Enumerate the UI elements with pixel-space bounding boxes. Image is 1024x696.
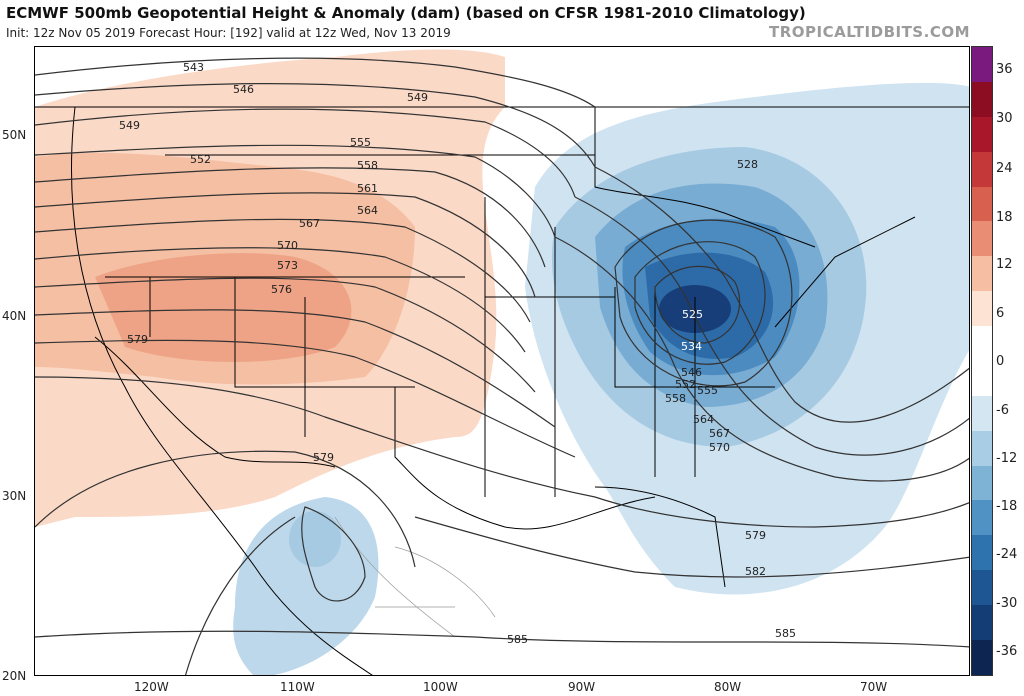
colorbar-label: -36 bbox=[996, 644, 1018, 659]
contour-label: 558 bbox=[357, 159, 378, 172]
contour-label: 552 bbox=[190, 153, 211, 166]
map-title: ECMWF 500mb Geopotential Height & Anomal… bbox=[6, 4, 806, 22]
contour-label: 558 bbox=[665, 392, 686, 405]
contour-label: 564 bbox=[693, 413, 714, 426]
map-canvas: 543 546 549 549 552 555 558 561 564 567 … bbox=[35, 49, 969, 675]
colorbar-label: 24 bbox=[996, 161, 1013, 176]
lat-label-50n: 50N bbox=[2, 128, 27, 142]
colorbar-segment bbox=[972, 465, 992, 501]
lat-label-40n: 40N bbox=[2, 309, 27, 323]
colorbar-label: 6 bbox=[996, 306, 1005, 321]
contour-label: 555 bbox=[350, 136, 371, 149]
lon-label-110w: 110W bbox=[280, 680, 315, 694]
colorbar-label: 30 bbox=[996, 111, 1013, 126]
lat-label-30n: 30N bbox=[2, 489, 27, 503]
colorbar-label: -18 bbox=[996, 499, 1018, 514]
colorbar-label: 18 bbox=[996, 210, 1013, 225]
colorbar-label: -24 bbox=[996, 547, 1018, 562]
contour-label: 567 bbox=[299, 217, 320, 230]
contour-label: 579 bbox=[745, 529, 766, 542]
contour-label: 555 bbox=[697, 384, 718, 397]
colorbar-segment bbox=[972, 221, 992, 257]
colorbar-label: -12 bbox=[996, 451, 1018, 466]
colorbar-segment bbox=[972, 360, 992, 396]
colorbar-label: 0 bbox=[996, 354, 1005, 369]
colorbar-segment bbox=[972, 430, 992, 466]
colorbar-label: 36 bbox=[996, 62, 1013, 77]
contour-label: 546 bbox=[233, 83, 254, 96]
colorbar-label: 12 bbox=[996, 257, 1013, 272]
contour-label: 579 bbox=[313, 451, 334, 464]
contour-label: 585 bbox=[507, 633, 528, 646]
contour-label: 561 bbox=[357, 182, 378, 195]
colorbar-segment bbox=[972, 186, 992, 222]
site-credit: TROPICALTIDBITS.COM bbox=[769, 23, 970, 41]
colorbar-segment bbox=[972, 500, 992, 536]
colorbar-segment bbox=[972, 326, 992, 361]
lon-label-80w: 80W bbox=[714, 680, 742, 694]
contour-label: 552 bbox=[675, 378, 696, 391]
colorbar-segment bbox=[972, 151, 992, 187]
contour-label: 570 bbox=[709, 441, 730, 454]
lon-label-120w: 120W bbox=[134, 680, 169, 694]
mexico-cold-anomaly bbox=[233, 497, 379, 675]
colorbar-segment bbox=[972, 256, 992, 292]
height-contours bbox=[35, 57, 969, 675]
contour-label: 579 bbox=[127, 333, 148, 346]
colorbar-label: -6 bbox=[996, 403, 1009, 418]
contour-label: 576 bbox=[271, 283, 292, 296]
colorbar-segment bbox=[972, 395, 992, 431]
lat-label-20n: 20N bbox=[2, 669, 27, 683]
colorbar-segment bbox=[972, 639, 992, 675]
colorbar-segment bbox=[972, 81, 992, 117]
anomaly-colorbar bbox=[971, 46, 993, 676]
colorbar-label: -30 bbox=[996, 596, 1018, 611]
forecast-map: 543 546 549 549 552 555 558 561 564 567 … bbox=[34, 46, 970, 676]
colorbar-segment bbox=[972, 605, 992, 640]
contour-label: 534 bbox=[681, 340, 702, 353]
contour-label: 567 bbox=[709, 427, 730, 440]
colorbar-segment bbox=[972, 116, 992, 152]
contour-label: 546 bbox=[681, 366, 702, 379]
mexico-cold-core bbox=[289, 511, 341, 567]
political-borders bbox=[35, 106, 969, 675]
contour-label: 582 bbox=[745, 565, 766, 578]
colorbar-segment bbox=[972, 291, 992, 326]
colorbar-segment bbox=[972, 535, 992, 571]
contour-label: 585 bbox=[775, 627, 796, 640]
contour-label: 543 bbox=[183, 61, 204, 74]
lon-label-90w: 90W bbox=[568, 680, 596, 694]
lon-label-100w: 100W bbox=[423, 680, 458, 694]
contour-label-group: 543 546 549 549 552 555 558 561 564 567 … bbox=[119, 61, 796, 646]
lon-label-70w: 70W bbox=[860, 680, 888, 694]
contour-label: 570 bbox=[277, 239, 298, 252]
colorbar-segment bbox=[972, 47, 992, 82]
map-subtitle: Init: 12z Nov 05 2019 Forecast Hour: [19… bbox=[6, 26, 451, 40]
contour-label: 549 bbox=[407, 91, 428, 104]
contour-label: 528 bbox=[737, 158, 758, 171]
contour-label: 564 bbox=[357, 204, 378, 217]
contour-label: 549 bbox=[119, 119, 140, 132]
contour-label: 525 bbox=[682, 308, 703, 321]
contour-label: 573 bbox=[277, 259, 298, 272]
colorbar-segment bbox=[972, 570, 992, 605]
